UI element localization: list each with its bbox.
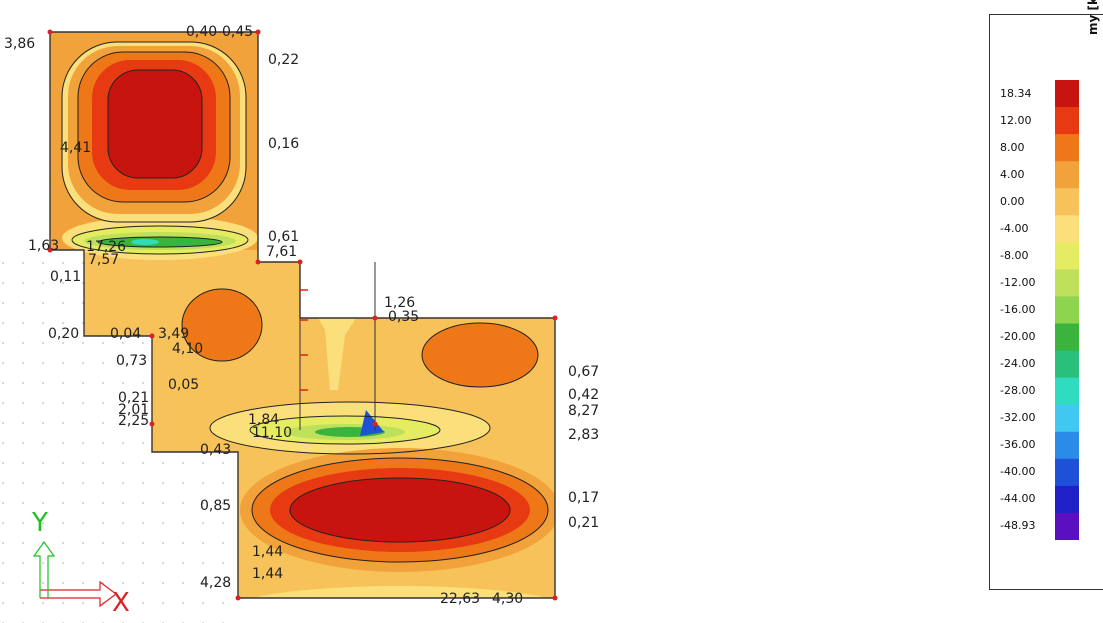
- legend-value: 4.00: [1000, 167, 1025, 181]
- contour-label: 0,43: [200, 442, 232, 458]
- strip-ticks: [300, 289, 308, 391]
- legend-value: -12.00: [1000, 275, 1036, 289]
- legend-value: -4.00: [1000, 221, 1029, 235]
- legend-value: -8.00: [1000, 248, 1029, 262]
- contour-label: 0,05: [168, 377, 200, 393]
- legend-swatch: [1055, 350, 1079, 379]
- legend-swatch: [1055, 134, 1079, 162]
- contour-label: 8,27: [568, 403, 600, 419]
- contour-label: 22,63: [440, 591, 481, 607]
- contour-label: 1,63: [28, 238, 60, 254]
- legend-value: -28.00: [1000, 384, 1036, 398]
- legend-swatch: [1055, 242, 1079, 270]
- contour-label: 1,44: [252, 544, 284, 560]
- legend-swatch: [1055, 107, 1079, 135]
- contour-label: 0,67: [568, 364, 600, 380]
- contour-label: 0,21: [568, 515, 600, 531]
- legend-value: 0.00: [1000, 194, 1025, 208]
- color-legend: [989, 14, 1103, 590]
- contour-label: 0,11: [50, 269, 82, 285]
- contour-label: 11,10: [252, 425, 293, 441]
- contour-label: 3,49: [158, 326, 190, 342]
- legend-swatch: [1055, 269, 1079, 297]
- legend-value: -48.93: [1000, 519, 1036, 533]
- contour-label: 2,25: [118, 413, 150, 429]
- legend-swatch: [1055, 80, 1079, 108]
- axis-triad: [32, 540, 117, 608]
- contour-label: 1,84: [248, 412, 280, 428]
- legend-value: -40.00: [1000, 465, 1036, 479]
- legend-swatch: [1055, 296, 1079, 325]
- contour-label: 0,16: [268, 136, 300, 152]
- legend-swatch: [1055, 458, 1079, 487]
- legend-unit: my [kNm/m]: [1086, 0, 1100, 35]
- contour-label: 2,83: [568, 427, 600, 443]
- x-axis-label: X: [112, 588, 130, 618]
- legend-swatch: [1055, 512, 1079, 540]
- contour-label: 0,04: [110, 326, 142, 342]
- contour-label: 7,61: [266, 244, 298, 260]
- contour-label: 1,44: [252, 566, 284, 582]
- legend-swatch: [1055, 215, 1079, 243]
- legend-value: -16.00: [1000, 303, 1036, 316]
- legend-value: -36.00: [1000, 438, 1036, 452]
- legend-value: -24.00: [1000, 357, 1036, 371]
- contour-label: 0,73: [116, 353, 148, 369]
- contour-label: 0,21: [118, 390, 150, 406]
- legend-swatch: [1055, 485, 1079, 514]
- legend-swatch: [1055, 404, 1079, 433]
- contour-label: 0,20: [48, 326, 80, 342]
- legend-swatch: [1055, 431, 1079, 460]
- contour-label: 4,10: [172, 341, 204, 357]
- contour-plot: [0, 29, 558, 623]
- contour-label: 4,28: [200, 575, 232, 591]
- contour-label: 0,40: [186, 24, 218, 40]
- contour-label: 4,41: [60, 140, 92, 156]
- contour-label: 0,45: [222, 24, 254, 40]
- legend-swatch: [1055, 323, 1079, 352]
- support-points: [47, 29, 558, 601]
- legend-value: -44.00: [1000, 492, 1036, 506]
- contour-label: 3,86: [4, 36, 36, 52]
- contour-label: 0,35: [388, 309, 420, 325]
- legend-value: 18.34: [1000, 86, 1032, 100]
- contour-label: 17,26: [86, 239, 127, 255]
- legend-color-bar: [1055, 80, 1079, 540]
- contour-label: 0,22: [268, 52, 300, 68]
- contour-label: 4,30: [492, 591, 524, 607]
- contour-label: 7,57: [88, 252, 120, 268]
- contour-label: 0,61: [268, 229, 300, 245]
- legend-value: -20.00: [1000, 330, 1036, 344]
- contour-label: 1,26: [384, 295, 416, 311]
- contour-label: 0,17: [568, 490, 600, 506]
- legend-swatch: [1055, 188, 1079, 216]
- legend-swatch: [1055, 161, 1079, 189]
- legend-value: -32.00: [1000, 411, 1036, 425]
- contour-label: 2,01: [118, 402, 150, 418]
- legend-swatch: [1055, 377, 1079, 406]
- contour-lines: [61, 41, 549, 598]
- legend-value: 12.00: [1000, 113, 1032, 127]
- legend-value: 8.00: [1000, 140, 1025, 154]
- contour-label: 0,42: [568, 387, 600, 403]
- y-axis-label: Y: [32, 508, 48, 538]
- contour-label: 0,85: [200, 498, 232, 514]
